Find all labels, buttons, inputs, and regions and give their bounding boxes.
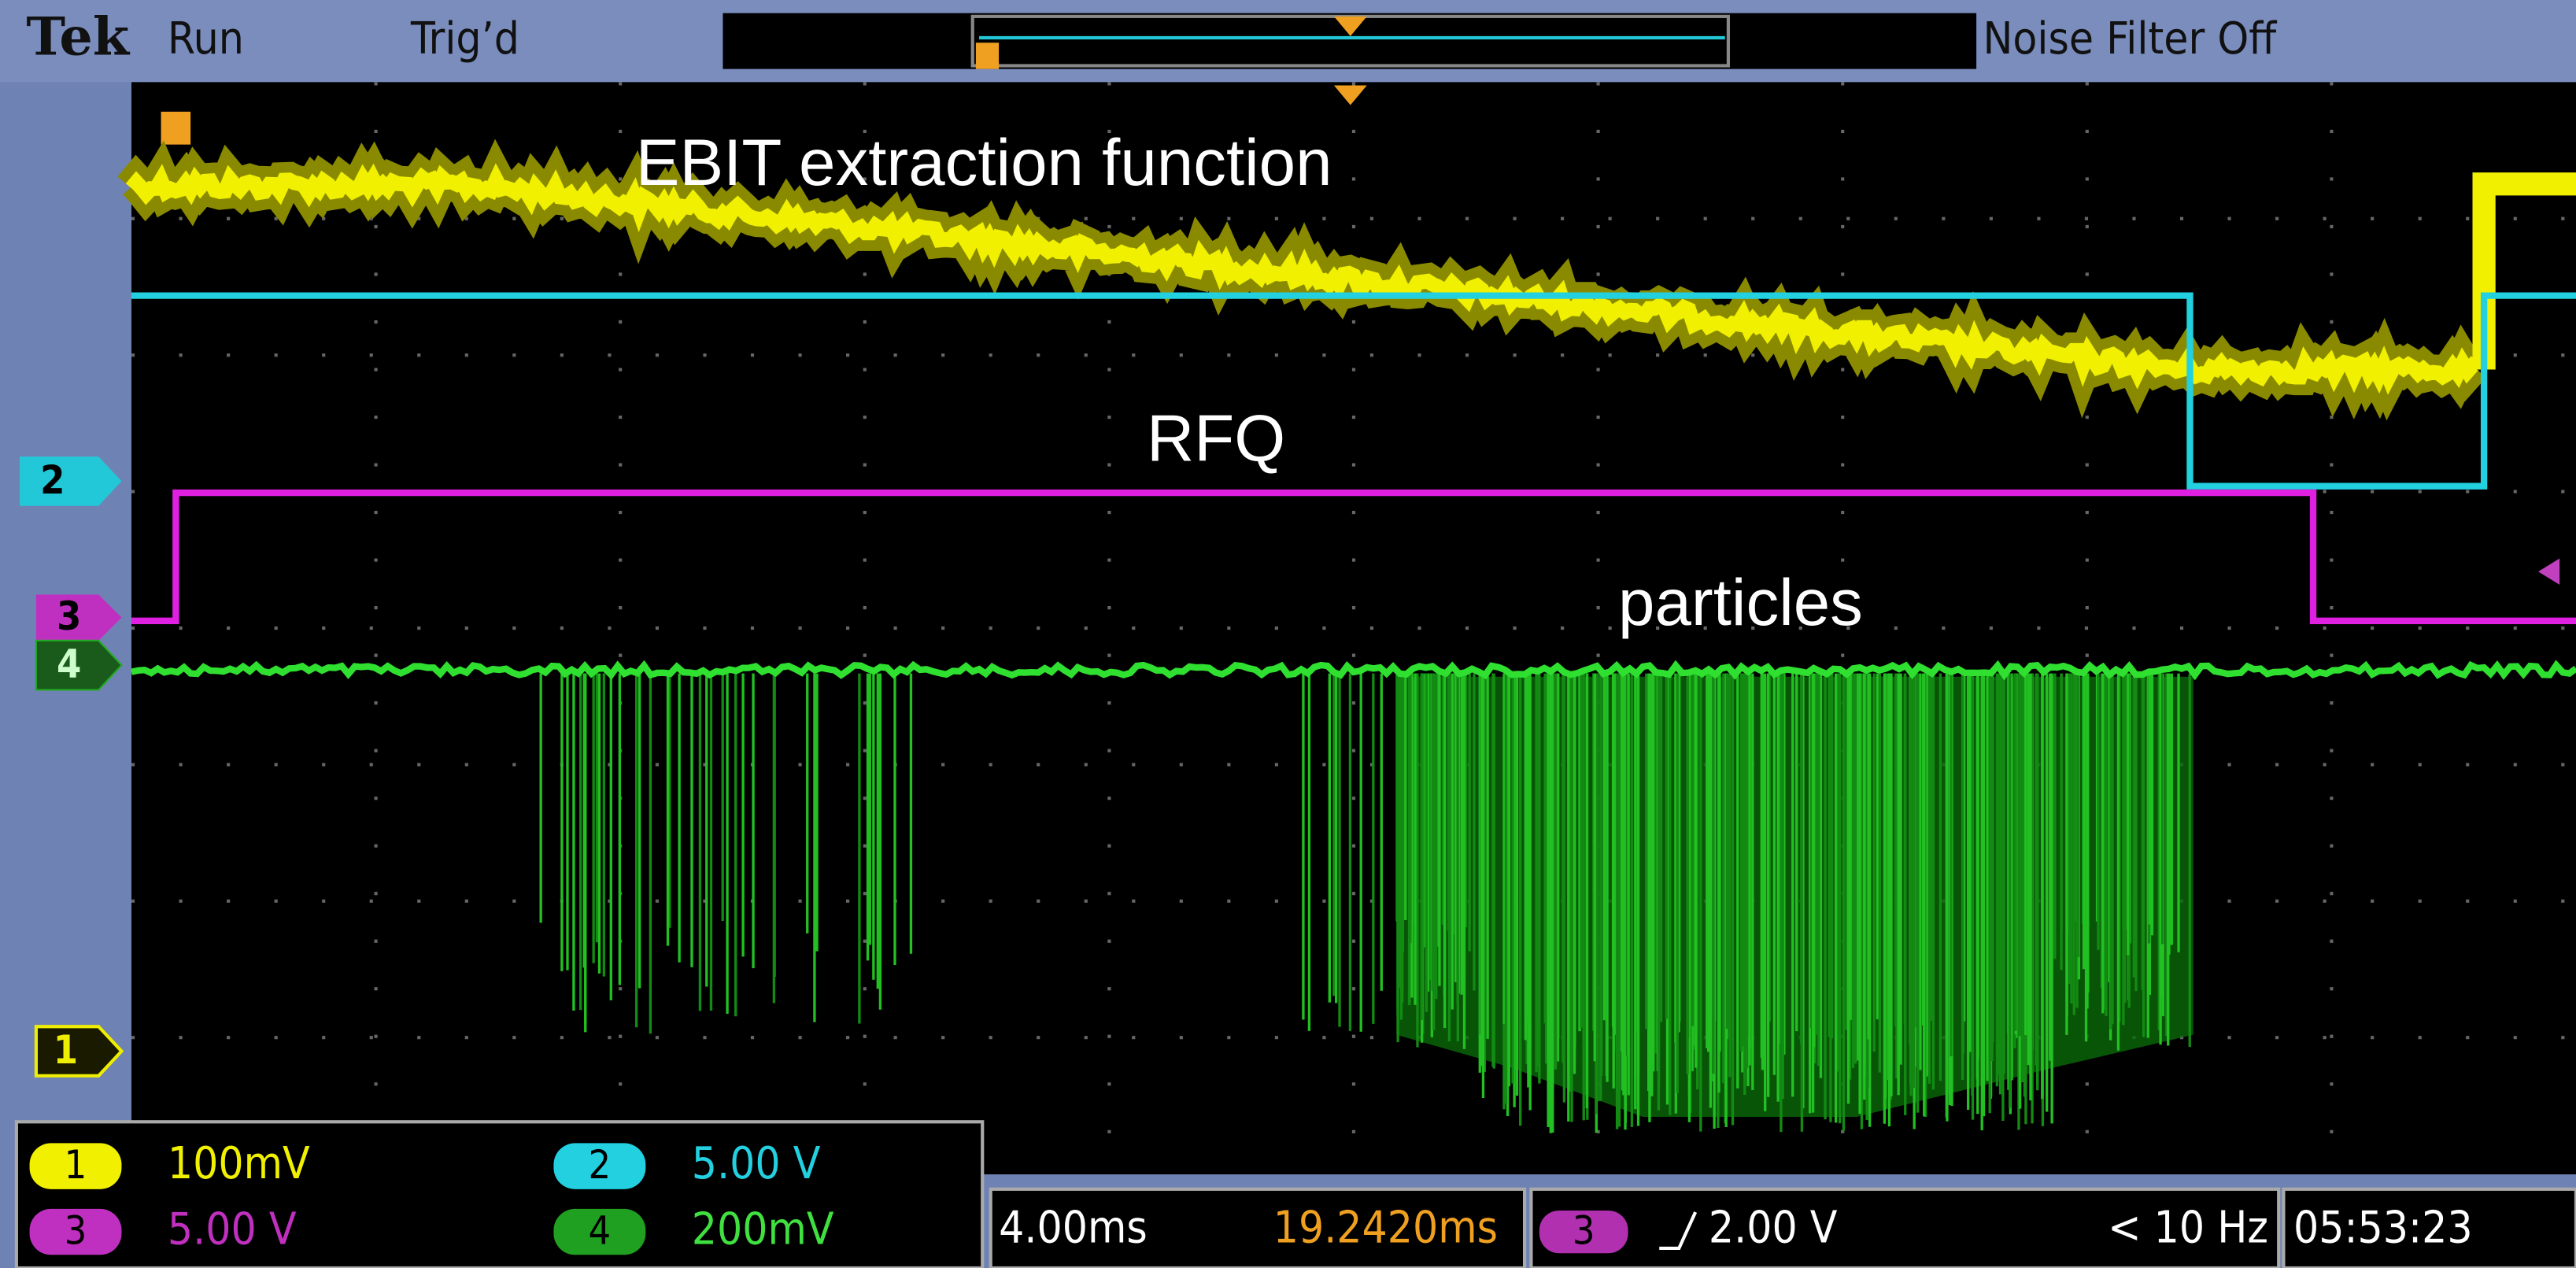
trigger-t-icon (976, 43, 999, 68)
channel-marker-label: 3 (57, 593, 81, 639)
annotation: EBIT extraction function (636, 125, 1332, 199)
channel-marker-label: 2 (40, 457, 65, 503)
annotation: particles (1618, 565, 1863, 639)
trigger-source: 3 (1573, 1208, 1595, 1254)
channel-scale: 5.00 V (168, 1204, 297, 1255)
trigger-t-icon (161, 112, 191, 145)
trigger-state: Trig’d (410, 13, 519, 65)
channel-number: 2 (589, 1142, 612, 1188)
noise-filter: Noise Filter Off (1983, 13, 2277, 65)
clock: 05:53:23 (2293, 1203, 2473, 1254)
channel-panel (17, 1122, 982, 1268)
annotation: RFQ (1147, 401, 1285, 475)
channel-number: 3 (65, 1208, 87, 1254)
channel-marker-label: 1 (54, 1027, 78, 1073)
timebase-position: 19.2420ms (1273, 1203, 1498, 1254)
channel-marker-label: 4 (57, 641, 81, 687)
run-state: Run (168, 13, 244, 65)
scope-screen: Tek Run Trig’d Noise Filter Off EBIT ext… (0, 0, 2576, 1268)
trigger-level: 2.00 V (1709, 1203, 1838, 1254)
channel-scale: 200mV (692, 1204, 834, 1255)
channel-number: 4 (589, 1208, 612, 1254)
channel-scale: 5.00 V (692, 1138, 821, 1189)
brand: Tek (26, 6, 131, 68)
timebase-scale: 4.00ms (999, 1203, 1148, 1254)
page: Tek Run Trig’d Noise Filter Off EBIT ext… (0, 0, 2576, 1268)
channel-number: 1 (65, 1142, 87, 1188)
graticule (131, 82, 2576, 1174)
channel-scale: 100mV (168, 1138, 310, 1189)
trigger-frequency: < 10 Hz (2108, 1203, 2268, 1254)
